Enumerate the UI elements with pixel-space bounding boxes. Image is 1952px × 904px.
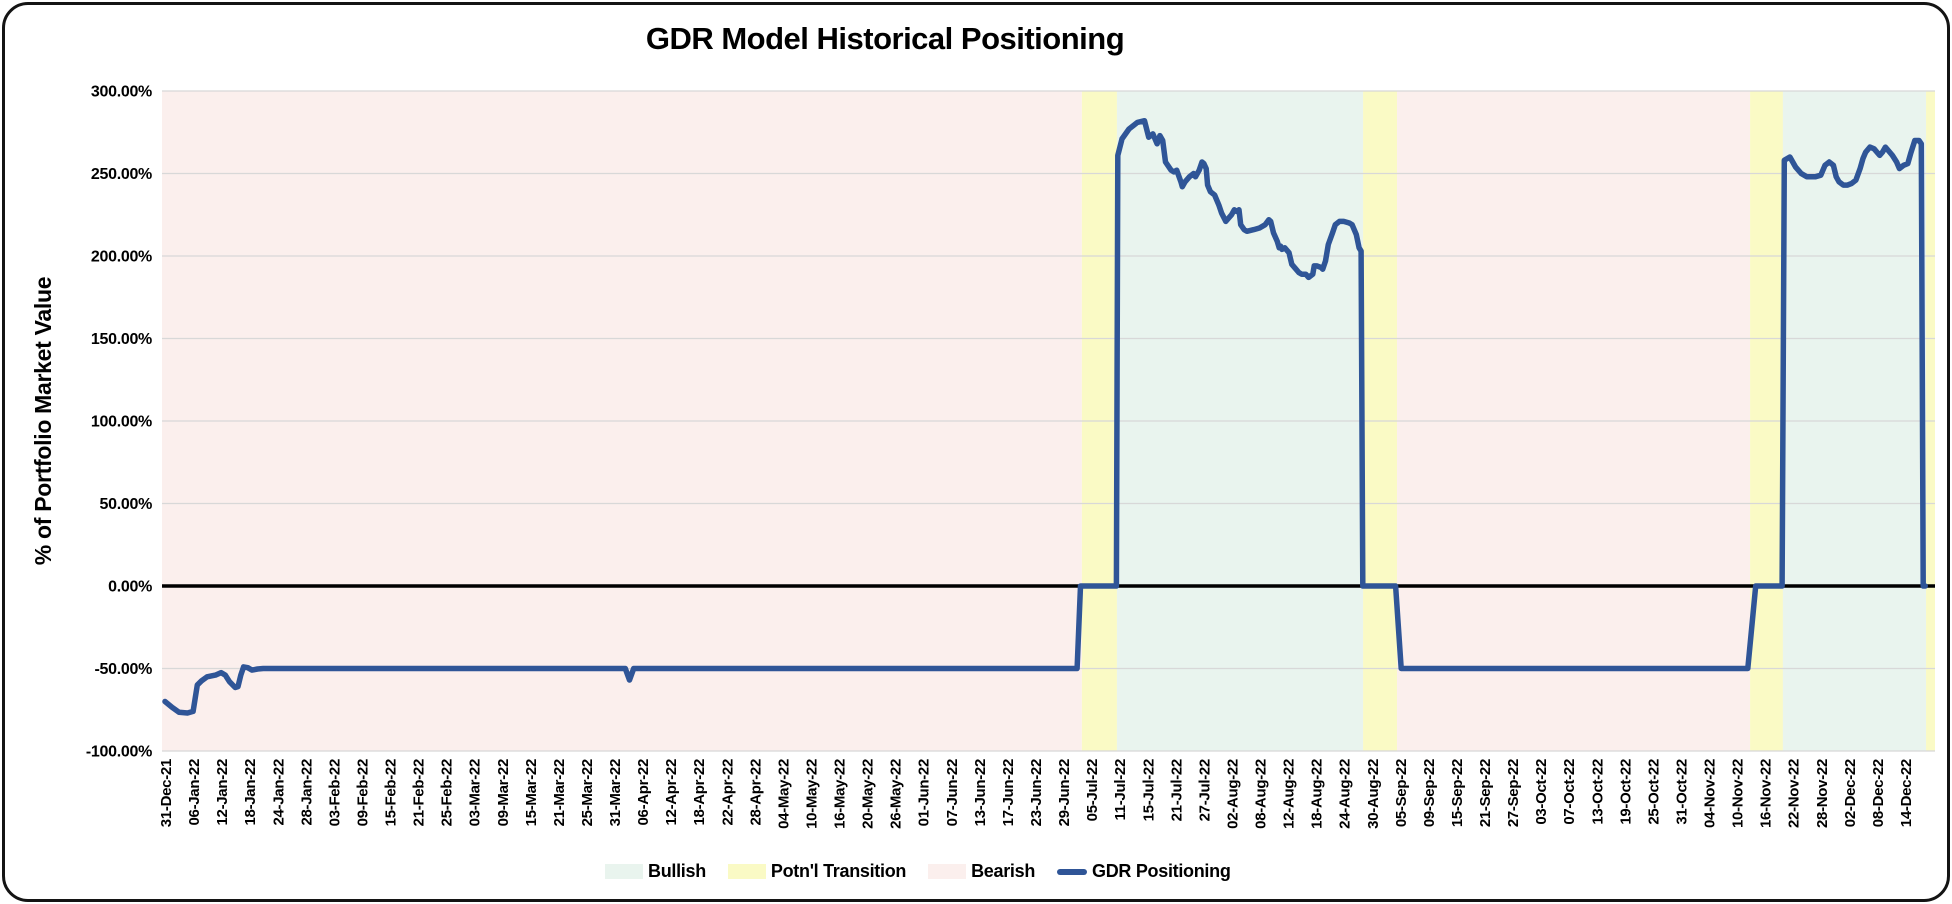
x-tick-label: 22-Nov-22 xyxy=(1786,759,1803,828)
series-lines xyxy=(162,117,1928,716)
x-axis-labels: 31-Dec-21 06-Jan-22 12-Jan-22 18-Jan-22 24-J… xyxy=(158,759,1915,829)
x-tick-label: 09-Feb-22 xyxy=(354,759,371,826)
y-tick-label: 200.00% xyxy=(91,249,152,266)
x-tick-label: 12-Apr-22 xyxy=(663,759,680,826)
x-tick-label: 02-Dec-22 xyxy=(1842,759,1859,827)
x-tick-label: 08-Dec-22 xyxy=(1870,759,1887,827)
x-tick-label: 10-Nov-22 xyxy=(1730,759,1747,828)
x-tick-label: 11-Jul-22 xyxy=(1112,759,1129,821)
x-tick-label: 20-May-22 xyxy=(860,759,877,829)
x-tick-label: 15-Jul-22 xyxy=(1140,759,1157,821)
chart-title: GDR Model Historical Positioning xyxy=(645,21,1125,56)
x-tick-label: 18-Jan-22 xyxy=(242,759,259,826)
x-tick-label: 28-Nov-22 xyxy=(1814,759,1831,828)
legend-item-bearish: Bearish xyxy=(928,861,1035,882)
legend-label: Potn'l Transition xyxy=(770,861,907,881)
x-tick-label: 03-Feb-22 xyxy=(326,759,343,826)
y-tick-label: 150.00% xyxy=(91,331,152,348)
x-tick-label: 16-May-22 xyxy=(832,759,849,829)
x-tick-label: 06-Jan-22 xyxy=(186,759,203,826)
y-tick-label: 0.00% xyxy=(108,579,152,596)
x-tick-label: 25-Feb-22 xyxy=(439,759,456,826)
x-tick-label: 27-Sep-22 xyxy=(1505,759,1522,827)
x-tick-label: 06-Apr-22 xyxy=(635,759,652,826)
x-tick-label: 15-Feb-22 xyxy=(383,759,400,826)
x-tick-label: 03-Mar-22 xyxy=(467,759,484,826)
x-tick-label: 31-Oct-22 xyxy=(1673,759,1690,825)
legend-area-swatch xyxy=(928,864,967,879)
series-line-gdr-positioning xyxy=(162,117,1928,716)
x-tick-label: 21-Jul-22 xyxy=(1168,759,1185,821)
x-tick-label: 08-Aug-22 xyxy=(1253,759,1270,829)
legend-label: Bullish xyxy=(648,861,706,881)
legend-item-gdr-positioning: GDR Positioning xyxy=(1057,861,1231,882)
x-tick-label: 02-Aug-22 xyxy=(1224,759,1241,829)
x-tick-label: 10-May-22 xyxy=(803,759,820,829)
x-tick-label: 22-Apr-22 xyxy=(719,759,736,826)
x-tick-label: 04-Nov-22 xyxy=(1702,759,1719,828)
legend-line-swatch xyxy=(1057,868,1088,875)
x-tick-label: 21-Sep-22 xyxy=(1477,759,1494,827)
x-tick-label: 21-Feb-22 xyxy=(411,759,428,826)
y-tick-label: 100.00% xyxy=(91,414,152,431)
y-tick-label: 50.00% xyxy=(100,496,153,513)
legend-area-swatch xyxy=(727,864,766,879)
x-tick-label: 21-Mar-22 xyxy=(551,759,568,826)
y-tick-label: -50.00% xyxy=(95,661,153,678)
x-tick-label: 23-Jun-22 xyxy=(1028,759,1045,826)
y-tick-label: 250.00% xyxy=(91,166,152,183)
x-tick-label: 15-Mar-22 xyxy=(523,759,540,826)
x-tick-label: 01-Jun-22 xyxy=(916,759,933,826)
x-tick-label: 30-Aug-22 xyxy=(1365,759,1382,829)
x-tick-label: 07-Oct-22 xyxy=(1561,759,1578,825)
x-tick-label: 28-Jan-22 xyxy=(298,759,315,826)
x-tick-label: 12-Jan-22 xyxy=(214,759,231,826)
x-tick-label: 29-Jun-22 xyxy=(1056,759,1073,826)
x-tick-label: 07-Jun-22 xyxy=(944,759,961,826)
legend-item-bullish: Bullish xyxy=(605,861,706,882)
legend-area-swatch xyxy=(605,864,643,879)
x-tick-label: 25-Mar-22 xyxy=(579,759,596,826)
x-tick-label: 15-Sep-22 xyxy=(1449,759,1466,827)
x-tick-label: 14-Dec-22 xyxy=(1898,759,1915,827)
x-tick-label: 09-Sep-22 xyxy=(1421,759,1438,827)
x-tick-label: 16-Nov-22 xyxy=(1758,759,1775,828)
x-tick-label: 04-May-22 xyxy=(775,759,792,829)
x-tick-label: 25-Oct-22 xyxy=(1645,759,1662,825)
x-tick-label: 27-Jul-22 xyxy=(1196,759,1213,821)
legend-label: GDR Positioning xyxy=(1092,861,1231,881)
x-tick-label: 18-Aug-22 xyxy=(1309,759,1326,829)
x-tick-label: 09-Mar-22 xyxy=(495,759,512,826)
x-tick-label: 12-Aug-22 xyxy=(1281,759,1298,829)
x-tick-label: 31-Dec-21 xyxy=(158,759,175,827)
y-axis-labels: 300.00% 250.00% 200.00% 150.00% 100.00% 50.00… xyxy=(86,84,152,761)
chart-plot: 300.00% 250.00% 200.00% 150.00% 100.00% 50.00… xyxy=(30,84,1935,829)
y-axis-title: % of Portfolio Market Value xyxy=(30,277,56,565)
legend-label: Bearish xyxy=(971,861,1036,881)
x-tick-label: 24-Aug-22 xyxy=(1337,759,1354,829)
x-tick-label: 05-Jul-22 xyxy=(1084,759,1101,821)
x-tick-label: 31-Mar-22 xyxy=(607,759,624,826)
x-tick-label: 05-Sep-22 xyxy=(1393,759,1410,827)
x-tick-label: 24-Jan-22 xyxy=(270,759,287,826)
x-tick-label: 17-Jun-22 xyxy=(1000,759,1017,826)
x-tick-label: 13-Oct-22 xyxy=(1589,759,1606,825)
x-tick-label: 03-Oct-22 xyxy=(1533,759,1550,825)
x-tick-label: 28-Apr-22 xyxy=(747,759,764,826)
x-tick-label: 18-Apr-22 xyxy=(691,759,708,826)
x-tick-label: 26-May-22 xyxy=(888,759,905,829)
y-tick-label: 300.00% xyxy=(91,84,152,101)
legend-item-potn-l-transition: Potn'l Transition xyxy=(727,861,907,882)
x-tick-label: 13-Jun-22 xyxy=(972,759,989,826)
y-tick-label: -100.00% xyxy=(86,744,152,761)
legend: Bullish Potn'l Transition Bearish GDR Posit… xyxy=(605,861,1231,882)
x-tick-label: 19-Oct-22 xyxy=(1617,759,1634,825)
